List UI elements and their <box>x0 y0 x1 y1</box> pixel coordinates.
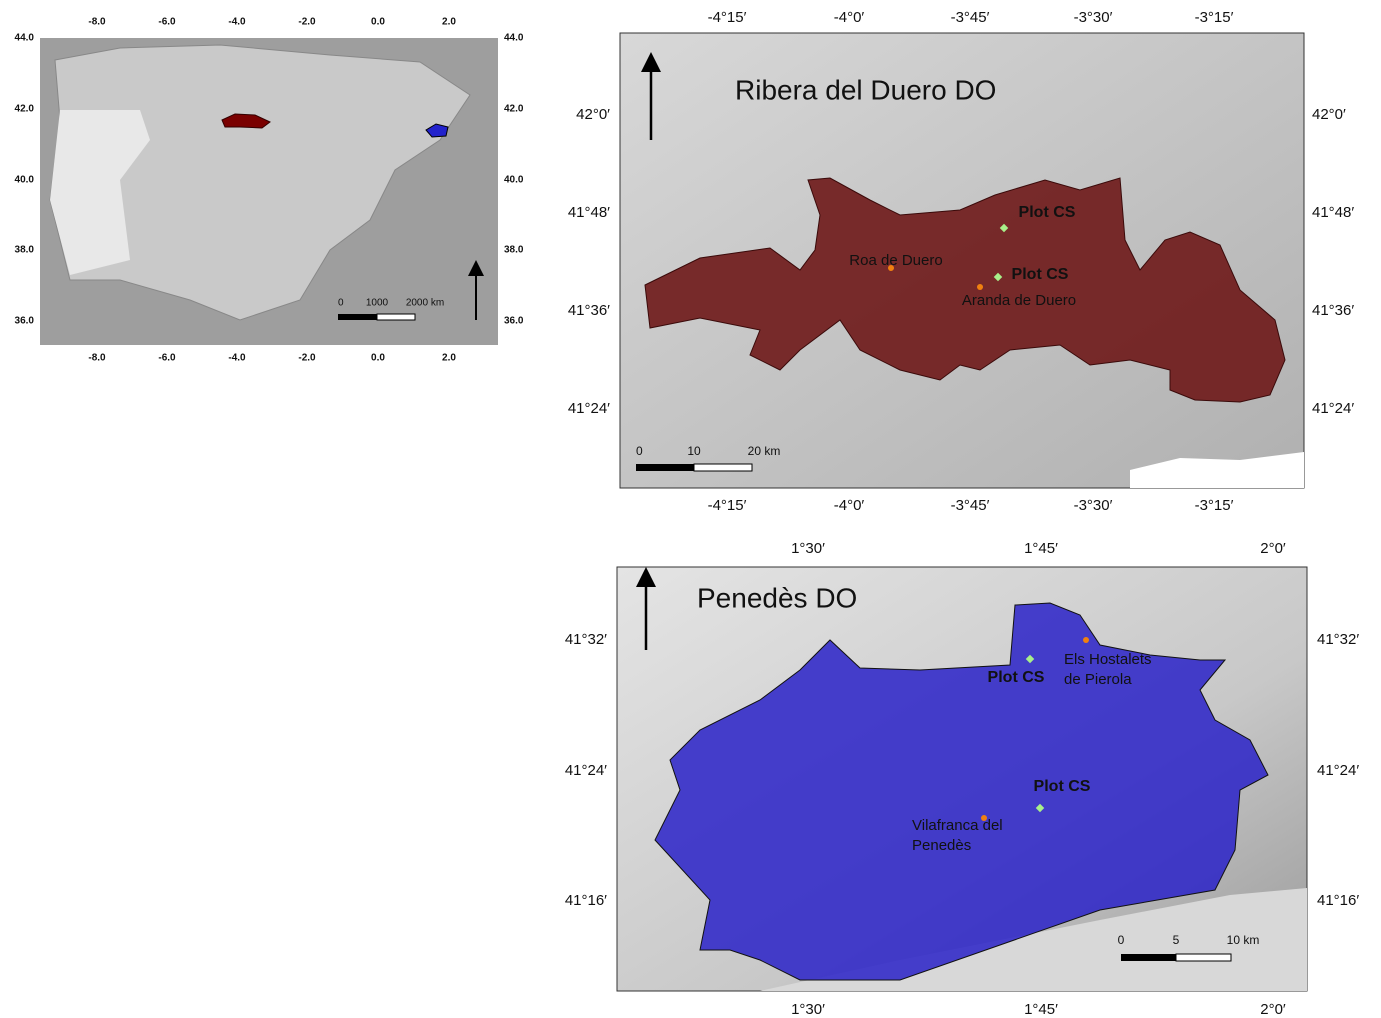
iberia-land <box>49 44 471 321</box>
y-tick-label: 40.0 <box>15 175 35 186</box>
plot-label: Plot CS <box>1012 266 1069 283</box>
x-tick-label: -2.0 <box>298 17 316 28</box>
scale-bar <box>636 464 694 471</box>
scale-bar <box>1175 953 1232 962</box>
x-tick-label: -4°15′ <box>708 497 747 514</box>
scale-label: 10 <box>687 444 701 458</box>
x-tick-label: 2.0 <box>442 353 456 364</box>
scale-label: 0 <box>338 298 344 309</box>
x-tick-label: 2°0′ <box>1260 540 1286 557</box>
portugal <box>50 110 150 275</box>
plot-marker <box>1035 803 1045 813</box>
x-tick-label: -3°15′ <box>1195 497 1234 514</box>
x-tick-label: -6.0 <box>158 353 176 364</box>
y-tick-label: 42.0 <box>504 104 524 115</box>
y-tick-label: 41°32′ <box>565 631 607 648</box>
x-tick-label: 2°0′ <box>1260 1001 1286 1018</box>
x-tick-label: -3°15′ <box>1195 9 1234 26</box>
scale-label: 10 km <box>1227 933 1260 947</box>
y-tick-label: 41°24′ <box>568 400 610 417</box>
scale-bar <box>338 314 377 320</box>
x-tick-label: 1°45′ <box>1024 540 1058 557</box>
y-tick-label: 38.0 <box>15 245 35 256</box>
x-tick-label: -3°30′ <box>1074 497 1113 514</box>
x-tick-label: 1°45′ <box>1024 1001 1058 1018</box>
y-tick-label: 44.0 <box>15 33 35 44</box>
x-tick-label: -3°45′ <box>951 9 990 26</box>
x-tick-label: 1°30′ <box>791 540 825 557</box>
y-tick-label: 41°16′ <box>1317 892 1359 909</box>
y-tick-label: 41°24′ <box>1312 400 1354 417</box>
x-tick-label: -6.0 <box>158 17 176 28</box>
scale-bar <box>376 313 416 321</box>
y-tick-label: 42°0′ <box>576 106 610 123</box>
scale-label: 0 <box>636 444 643 458</box>
y-tick-label: 41°16′ <box>565 892 607 909</box>
scale-label: 20 km <box>748 444 781 458</box>
y-tick-label: 41°48′ <box>1312 204 1354 221</box>
y-tick-label: 41°48′ <box>568 204 610 221</box>
x-tick-label: -4.0 <box>228 353 246 364</box>
scale-label: 2000 km <box>406 298 444 309</box>
y-tick-label: 41°36′ <box>1312 302 1354 319</box>
penedes-region <box>425 123 449 138</box>
x-tick-label: 2.0 <box>442 17 456 28</box>
y-tick-label: 41°24′ <box>1317 762 1359 779</box>
town-marker <box>981 815 987 821</box>
town-label: Els Hostalets <box>1064 651 1152 668</box>
map-title: Penedès DO <box>697 582 857 613</box>
x-tick-label: 0.0 <box>371 353 385 364</box>
x-tick-label: -8.0 <box>88 353 106 364</box>
y-tick-label: 42.0 <box>15 104 35 115</box>
y-tick-label: 41°36′ <box>568 302 610 319</box>
scale-label: 1000 <box>366 298 389 309</box>
plot-label: Plot CS <box>1019 204 1076 221</box>
town-label: Roa de Duero <box>849 252 942 269</box>
x-tick-label: -3°45′ <box>951 497 990 514</box>
town-marker <box>1083 637 1089 643</box>
x-tick-label: -4°0′ <box>834 9 865 26</box>
y-tick-label: 36.0 <box>15 316 35 327</box>
scale-bar <box>693 463 753 472</box>
x-tick-label: -3°30′ <box>1074 9 1113 26</box>
town-label: Aranda de Duero <box>962 292 1076 309</box>
town-marker <box>977 284 983 290</box>
town-label: de Pierola <box>1064 671 1132 688</box>
ribera-corner <box>1130 452 1304 488</box>
x-tick-label: -2.0 <box>298 353 316 364</box>
plot-label: Plot CS <box>988 669 1045 686</box>
x-tick-label: -4°15′ <box>708 9 747 26</box>
y-tick-label: 42°0′ <box>1312 106 1346 123</box>
scale-bar <box>1121 954 1176 961</box>
plot-marker <box>1025 654 1035 664</box>
plot-marker <box>993 272 1003 282</box>
plot-label: Plot CS <box>1034 778 1091 795</box>
y-tick-label: 38.0 <box>504 245 524 256</box>
scale-label: 5 <box>1173 933 1180 947</box>
town-label: Penedès <box>912 837 971 854</box>
x-tick-label: 0.0 <box>371 17 385 28</box>
y-tick-label: 36.0 <box>504 316 524 327</box>
y-tick-label: 41°32′ <box>1317 631 1359 648</box>
town-marker <box>888 265 894 271</box>
y-tick-label: 44.0 <box>504 33 524 44</box>
penedes-do-area <box>654 602 1269 981</box>
x-tick-label: -8.0 <box>88 17 106 28</box>
scale-label: 0 <box>1118 933 1125 947</box>
ribera-do-area <box>644 177 1286 403</box>
ribera-region <box>221 113 271 129</box>
map-title: Ribera del Duero DO <box>735 74 996 105</box>
town-label: Vilafranca del <box>912 817 1003 834</box>
x-tick-label: -4.0 <box>228 17 246 28</box>
x-tick-label: 1°30′ <box>791 1001 825 1018</box>
y-tick-label: 40.0 <box>504 175 524 186</box>
y-tick-label: 41°24′ <box>565 762 607 779</box>
x-tick-label: -4°0′ <box>834 497 865 514</box>
